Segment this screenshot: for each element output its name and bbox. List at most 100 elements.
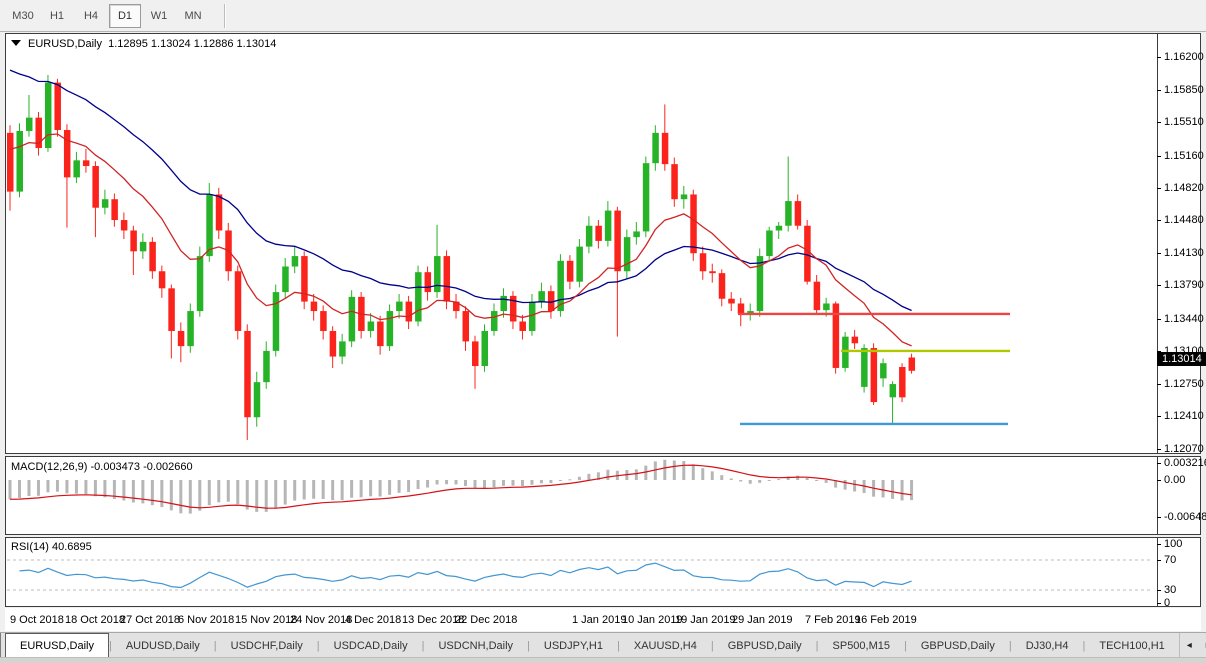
symbol-dropdown-icon[interactable] (11, 40, 21, 46)
toolbar-separator (224, 3, 226, 28)
date-label: 10 Jan 2019 (622, 614, 683, 626)
date-label: 6 Nov 2018 (178, 614, 235, 626)
price-tick-label: 1.13440 (1164, 313, 1204, 325)
tab-scroll-left-icon[interactable]: ◂ (1186, 640, 1192, 651)
indicator-tick-label: 0.00 (1164, 474, 1186, 486)
tab-separator: | (527, 639, 530, 652)
price-tick-label: 1.12750 (1164, 378, 1204, 390)
price-tick-mark (1157, 285, 1161, 286)
timeframe-button-H4[interactable]: H4 (83, 9, 99, 22)
chart-tab-USDCNH-Daily[interactable]: USDCNH,Daily (438, 639, 514, 652)
indicator-tick-label: 100 (1164, 538, 1183, 550)
current-price-tag: 1.13014 (1157, 352, 1206, 366)
tab-separator: | (1008, 639, 1012, 652)
date-axis[interactable]: 9 Oct 2018 18 Oct 2018 27 Oct 2018 6 Nov 20… (5, 608, 1201, 631)
tab-separator: | (710, 639, 714, 652)
price-tick-label: 1.12070 (1164, 443, 1204, 455)
chart-tab-GBPUSD-Daily[interactable]: GBPUSD,Daily (920, 639, 995, 652)
date-label: 24 Nov 2018 (290, 614, 353, 626)
timeframe-button-MN[interactable]: MN (184, 9, 202, 22)
chart-tab-AUDUSD-Daily[interactable]: AUDUSD,Daily (125, 639, 200, 652)
timeframe-button-M30[interactable]: M30 (12, 9, 34, 22)
price-tick-label: 1.14480 (1164, 214, 1204, 226)
chart-tab-DJ30-H4[interactable]: DJ30,H4 (1025, 639, 1069, 652)
price-tick-mark (1157, 188, 1161, 189)
indicator-tick-label: 0.003216 (1164, 457, 1206, 469)
date-label: 13 Dec 2018 (402, 614, 465, 626)
price-tick-label: 1.16200 (1164, 51, 1204, 63)
tab-separator: | (617, 639, 620, 652)
chart-tab-USDJPY-H1[interactable]: USDJPY,H1 (543, 639, 603, 652)
indicator-tick-mark (1157, 517, 1161, 518)
tab-bar-stub (0, 633, 1, 658)
price-tick-mark (1157, 449, 1161, 450)
price-tick-mark (1157, 57, 1161, 58)
tab-scroll-right-icon[interactable]: ▸ (1199, 640, 1206, 651)
indicator-tick-label: 30 (1164, 584, 1177, 596)
date-label: 16 Feb 2019 (855, 614, 917, 626)
date-label: 19 Jan 2019 (675, 614, 736, 626)
date-label: 27 Oct 2018 (120, 614, 180, 626)
tab-separator: | (108, 639, 112, 652)
price-tick-mark (1157, 416, 1161, 417)
price-tick-label: 1.15510 (1164, 116, 1204, 128)
indicator-tick-label: -0.006485 (1164, 511, 1206, 523)
price-tick-mark (1157, 384, 1161, 385)
macd-axis-divider (1157, 457, 1158, 534)
indicator-tick-mark (1157, 463, 1161, 464)
indicator-tick-label: 0 (1164, 597, 1171, 609)
timeframe-button-D1[interactable]: D1 (109, 3, 141, 28)
chart-tab-GBPUSD-Daily[interactable]: GBPUSD,Daily (727, 639, 802, 652)
date-label: 7 Feb 2019 (805, 614, 861, 626)
date-label: 22 Dec 2018 (455, 614, 518, 626)
tab-separator: | (904, 639, 907, 652)
price-tick-mark (1157, 90, 1161, 91)
indicator-tick-mark (1157, 544, 1161, 545)
price-tick-label: 1.14130 (1164, 247, 1204, 259)
macd-values: -0.003473 -0.002660 (90, 461, 193, 473)
chart-title: EURUSD,Daily 1.12895 1.13024 1.12886 1.1… (11, 38, 276, 51)
chart-tab-USDCAD-Daily[interactable]: USDCAD,Daily (333, 639, 408, 652)
tab-separator: | (815, 639, 819, 652)
chart-tab-bar: EURUSD,Daily | AUDUSD,Daily | USDCHF,Daily | U… (0, 632, 1206, 658)
price-tick-mark (1157, 319, 1161, 320)
indicator-tick-mark (1157, 480, 1161, 481)
date-label: 4 Dec 2018 (345, 614, 402, 626)
rsi-value: 40.6895 (51, 541, 92, 553)
tab-separator: | (213, 639, 217, 652)
main-chart-panel[interactable] (5, 33, 1201, 454)
chart-title-symbol: EURUSD,Daily (28, 38, 102, 50)
chart-tab-SP500-M15[interactable]: SP500,M15 (832, 639, 890, 652)
chart-tab-TECH100-H1[interactable]: TECH100,H1 (1099, 639, 1165, 652)
price-axis-divider (1157, 34, 1158, 453)
date-label: 29 Jan 2019 (732, 614, 793, 626)
price-tick-label: 1.12410 (1164, 410, 1204, 422)
price-tick-mark (1157, 351, 1161, 352)
price-tick-mark (1157, 220, 1161, 221)
indicator-tick-mark (1157, 603, 1161, 604)
tab-separator: | (421, 639, 425, 652)
chart-tab-EURUSD-Daily[interactable]: EURUSD,Daily (5, 633, 109, 658)
price-tick-label: 1.14820 (1164, 182, 1204, 194)
date-label: 15 Nov 2018 (235, 614, 298, 626)
chart-tab-USDCHF-Daily[interactable]: USDCHF,Daily (230, 639, 303, 652)
chart-tab-XAUUSD-H4[interactable]: XAUUSD,H4 (633, 639, 697, 652)
indicator-tick-label: 70 (1164, 554, 1177, 566)
macd-label: MACD(12,26,9) -0.003473 -0.002660 (11, 461, 193, 473)
price-tick-mark (1157, 156, 1161, 157)
timeframe-toolbar: M30 H1 H4 D1 W1 MN (0, 0, 1206, 32)
price-tick-label: 1.15850 (1164, 84, 1204, 96)
indicator-tick-mark (1157, 590, 1161, 591)
rsi-panel[interactable] (5, 537, 1201, 607)
tab-separator: | (1082, 639, 1086, 652)
indicator-tick-mark (1157, 560, 1161, 561)
timeframe-button-H1[interactable]: H1 (49, 9, 65, 22)
price-tick-label: 1.15160 (1164, 150, 1204, 162)
timeframe-button-W1[interactable]: W1 (150, 9, 168, 22)
tab-scroll-arrows: ◂ ▸ (1178, 633, 1206, 658)
date-label: 18 Oct 2018 (65, 614, 125, 626)
date-label: 1 Jan 2019 (572, 614, 627, 626)
tab-separator: | (316, 639, 320, 652)
window-bottom-edge (0, 657, 1206, 663)
